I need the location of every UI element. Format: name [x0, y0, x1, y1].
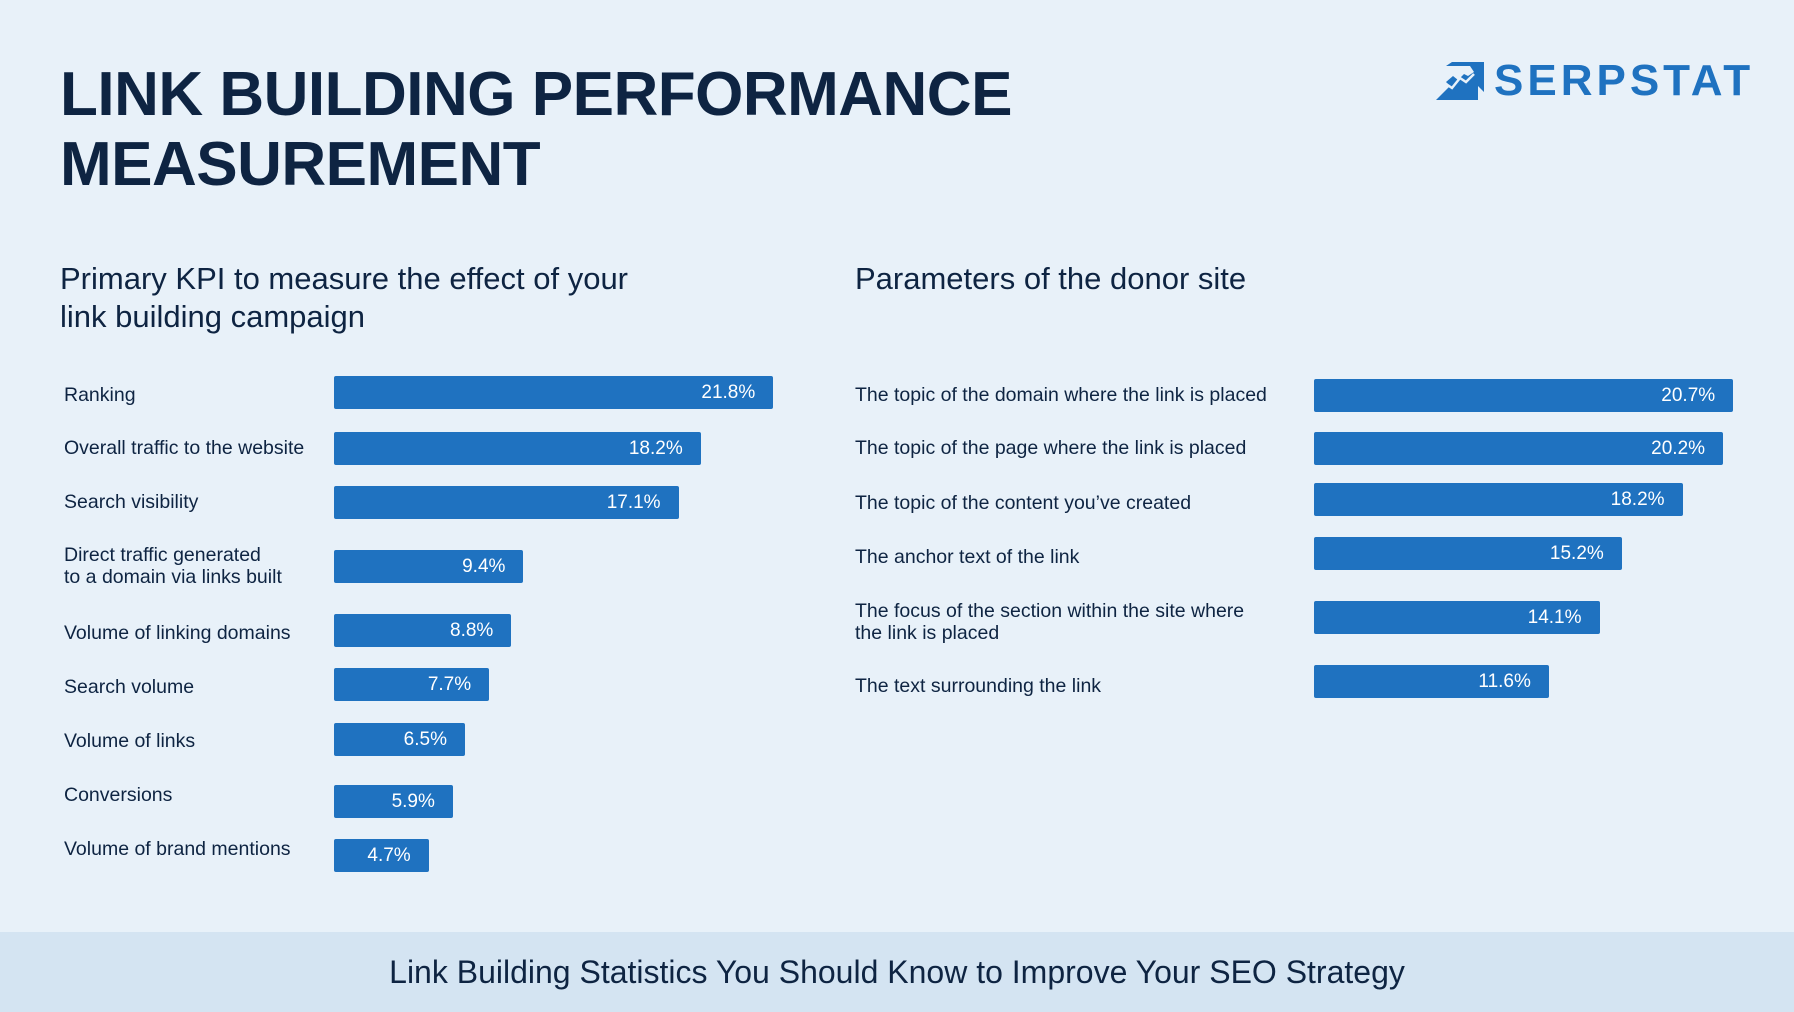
left-chart-title: Primary KPI to measure the effect of you… [60, 261, 629, 334]
bar-value-label: 14.1% [1527, 606, 1582, 628]
logo-text: SERPSTAT [1494, 56, 1755, 105]
bar: 20.7% [1314, 378, 1734, 412]
bar-label: Overall traffic to the website [64, 437, 305, 459]
bar: 9.4% [334, 549, 524, 583]
right-chart-title: Parameters of the donor site [855, 261, 1247, 296]
bar-label: The topic of the domain where the link i… [855, 384, 1267, 406]
bar: 18.2% [334, 431, 701, 465]
title-line-1: LINK BUILDING PERFORMANCE [60, 60, 1012, 129]
chart-arrow-icon [1436, 62, 1484, 100]
bar-label: The text surrounding the link [855, 675, 1102, 697]
bar-label: Search visibility [64, 491, 199, 513]
bar-label: Direct traffic generated to a domain via… [64, 544, 282, 588]
bar-value-label: 9.4% [462, 555, 506, 577]
bar-value-label: 17.1% [606, 491, 661, 513]
bar-value-label: 11.6% [1478, 670, 1531, 692]
bar-value-label: 18.2% [1610, 488, 1665, 510]
bar-label: Ranking [64, 384, 136, 406]
bar: 21.8% [334, 375, 774, 409]
bar-label: Volume of links [64, 730, 196, 752]
bar: 6.5% [334, 722, 465, 756]
bar: 4.7% [334, 838, 429, 872]
bar: 11.6% [1314, 664, 1549, 698]
bar-value-label: 20.2% [1651, 437, 1706, 459]
bar: 5.9% [334, 784, 453, 818]
bar-value-label: 4.7% [367, 844, 411, 866]
bar-label: The focus of the section within the site… [855, 600, 1245, 644]
bar-value-label: 18.2% [628, 437, 683, 459]
bar-label: Volume of linking domains [64, 622, 291, 644]
bar-label: Volume of brand mentions [64, 838, 291, 860]
bar: 15.2% [1314, 536, 1622, 570]
bar-value-label: 7.7% [427, 673, 472, 695]
bar-value-label: 20.7% [1661, 384, 1716, 406]
page-title: LINK BUILDING PERFORMANCE MEASUREMENT [60, 60, 1012, 200]
serpstat-logo: SERPSTAT [1436, 56, 1754, 105]
bar: 20.2% [1314, 431, 1724, 465]
bar-value-label: 21.8% [701, 381, 756, 403]
bar: 7.7% [334, 667, 490, 701]
title-line-2: MEASUREMENT [60, 130, 541, 199]
bar: 18.2% [1314, 482, 1683, 516]
bar-label: Conversions [64, 784, 173, 806]
bar-value-label: 8.8% [450, 619, 494, 641]
bar-label: The anchor text of the link [855, 546, 1080, 568]
bar: 8.8% [334, 613, 512, 647]
footer-banner: Link Building Statistics You Should Know… [0, 932, 1794, 1012]
bar-value-label: 6.5% [403, 728, 447, 750]
bar: 17.1% [334, 485, 679, 519]
bar-value-label: 15.2% [1549, 542, 1604, 564]
bar-label: The topic of the page where the link is … [855, 437, 1247, 459]
footer-text: Link Building Statistics You Should Know… [389, 953, 1405, 990]
bar: 14.1% [1314, 600, 1600, 634]
bar-label: Search volume [64, 676, 195, 698]
bar-label: The topic of the content you’ve created [855, 492, 1192, 514]
bar-value-label: 5.9% [391, 790, 435, 812]
